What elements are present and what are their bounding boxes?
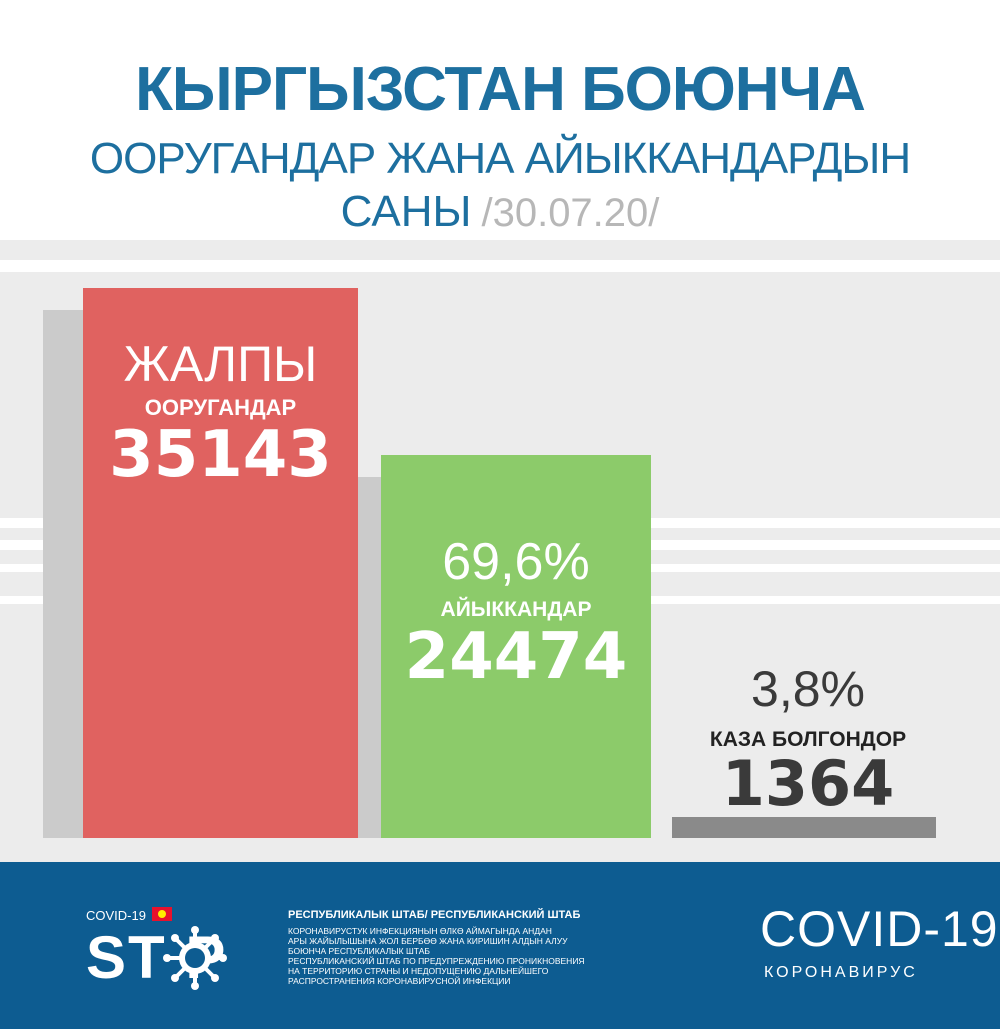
bar-recovered-value: 24474 <box>404 620 628 694</box>
bar-recovered <box>381 455 651 838</box>
hq-title: РЕСПУБЛИКАЛЫК ШТАБ/ РЕСПУБЛИКАНСКИЙ ШТАБ <box>288 909 581 921</box>
bar-deaths-value: 1364 <box>721 747 895 820</box>
virus-icon <box>163 926 227 990</box>
bar-deaths <box>672 817 936 838</box>
coronavirus-label: КОРОНАВИРУС <box>764 964 918 981</box>
bar-total-label: ООРУГАНДАР <box>144 395 297 420</box>
title-line-1: КЫРГЫЗСТАН БОЮНЧА <box>135 55 866 124</box>
hq-desc-ky-2: АРЫ ЖАЙЫЛЫШЫНА ЖОЛ БЕРБӨӨ ЖАНА КИРИШИН А… <box>288 936 568 946</box>
bar-recovered-label: АЙЫККАНДАР <box>440 598 592 621</box>
hq-desc-ky-3: БОЮНЧА РЕСПУБЛИКАЛЫК ШТАБ <box>288 946 430 956</box>
hq-desc-ky-1: КОРОНАВИРУСТУК ИНФЕКЦИЯНЫН ӨЛКӨ АЙМАГЫНД… <box>288 926 552 936</box>
kyrgyz-flag-icon <box>152 907 172 921</box>
bar-recovered-heading: 69,6% <box>442 533 590 591</box>
covid-small-label: COVID-19 <box>86 908 146 923</box>
hq-desc-ru-2: НА ТЕРРИТОРИЮ СТРАНЫ И НЕДОПУЩЕНИЮ ДАЛЬН… <box>288 966 549 976</box>
bar-deaths-heading: 3,8% <box>751 661 865 717</box>
bar-total-heading: ЖАЛПЫ <box>123 336 318 392</box>
bar-deaths-label: КАЗА БОЛГОНДОР <box>709 728 907 751</box>
title-line-3-text: САНЫ <box>340 187 472 236</box>
hq-desc-ru-3: РАСПРОСТРАНЕНИЯ КОРОНАВИРУСНОЙ ИНФЕКЦИИ <box>288 976 511 986</box>
covid-19-title: COVID-19 <box>760 901 999 957</box>
bar-total-value: 35143 <box>109 418 332 492</box>
footer: COVID-19 ST P РЕСПУБЛИКАЛЫК ШТАБ/ РЕСПУБ… <box>0 862 1000 1029</box>
date-label: /30.07.20/ <box>481 191 660 235</box>
hq-desc-ru-1: РЕСПУБЛИКАНСКИЙ ШТАБ ПО ПРЕДУПРЕЖДЕНИЮ П… <box>288 956 585 966</box>
stripe <box>0 260 1000 272</box>
title-line-2: ООРУГАНДАР ЖАНА АЙЫККАНДАРДЫН <box>89 134 911 183</box>
title-line-3: САНЫ/30.07.20/ <box>0 186 1000 239</box>
bar-total-cases <box>83 288 358 838</box>
